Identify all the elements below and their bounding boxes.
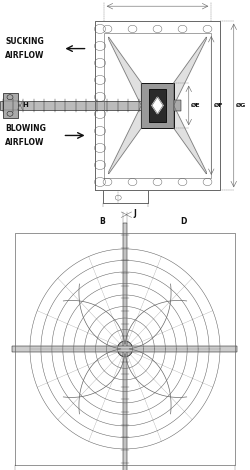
- Text: AIRFLOW: AIRFLOW: [5, 138, 44, 147]
- Text: J: J: [134, 209, 136, 218]
- Circle shape: [123, 347, 127, 351]
- Polygon shape: [109, 37, 141, 105]
- Text: ØF: ØF: [214, 103, 223, 108]
- Text: B: B: [100, 217, 105, 226]
- Text: BLOWING: BLOWING: [5, 124, 46, 133]
- Text: D: D: [180, 217, 187, 226]
- Bar: [123, 223, 127, 470]
- Polygon shape: [109, 105, 141, 174]
- Text: SUCKING: SUCKING: [5, 37, 44, 46]
- Bar: [174, 100, 181, 110]
- Text: ØG: ØG: [236, 103, 247, 108]
- Text: ØE: ØE: [191, 103, 201, 108]
- Bar: [12, 346, 237, 352]
- Text: AIRFLOW: AIRFLOW: [5, 51, 44, 60]
- Bar: [141, 83, 174, 128]
- Circle shape: [118, 341, 132, 357]
- Polygon shape: [174, 105, 206, 174]
- Bar: [2, 93, 18, 118]
- Text: H: H: [22, 102, 28, 109]
- Polygon shape: [152, 97, 163, 114]
- Bar: [149, 89, 166, 122]
- Polygon shape: [174, 37, 206, 105]
- Bar: [0, 102, 141, 110]
